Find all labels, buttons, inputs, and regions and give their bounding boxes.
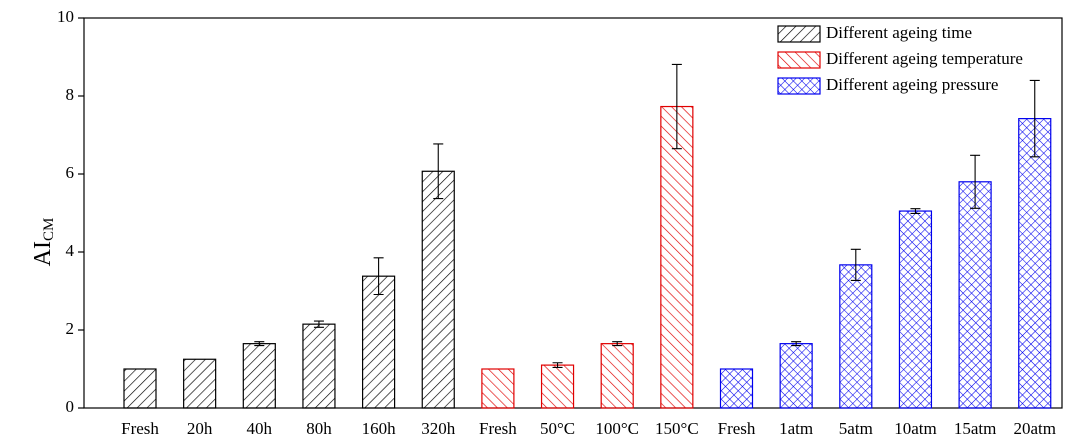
x-tick-label: 100°C <box>595 419 639 438</box>
bar <box>898 210 933 409</box>
y-tick-label: 6 <box>66 163 75 182</box>
x-tick-label: 5atm <box>839 419 873 438</box>
legend-label: Different ageing pressure <box>826 75 998 94</box>
bar <box>958 181 992 409</box>
x-tick-label: 160h <box>362 419 397 438</box>
bar <box>779 343 813 409</box>
error-bar <box>1029 79 1040 158</box>
error-bar <box>970 154 981 209</box>
x-tick-label: 20h <box>187 419 213 438</box>
bar <box>1018 118 1052 409</box>
bar <box>302 323 336 409</box>
bar <box>123 368 157 409</box>
x-tick-label: 15atm <box>954 419 997 438</box>
error-bar <box>671 63 682 150</box>
y-tick-label: 2 <box>66 319 75 338</box>
bar <box>481 368 515 409</box>
y-tick-label: 0 <box>66 397 75 416</box>
x-tick-label: 40h <box>247 419 273 438</box>
y-label-sub: CM <box>41 218 57 241</box>
bar <box>242 343 276 409</box>
legend-swatch <box>777 25 821 43</box>
bar <box>839 264 873 409</box>
y-tick-label: 4 <box>66 241 75 260</box>
error-bar <box>850 248 861 282</box>
y-label-main: AI <box>30 241 56 266</box>
legend-swatch <box>777 77 821 95</box>
x-tick-label: 50°C <box>540 419 575 438</box>
legend-swatch <box>777 51 821 69</box>
x-tick-label: 20atm <box>1014 419 1057 438</box>
x-tick-label: Fresh <box>479 419 517 438</box>
bar <box>362 275 396 409</box>
bar <box>719 368 754 409</box>
bar <box>660 105 694 409</box>
x-tick-label: 320h <box>421 419 456 438</box>
error-bar <box>373 257 384 296</box>
y-tick-label: 8 <box>66 85 75 104</box>
error-bar <box>552 362 563 368</box>
bar <box>600 343 634 409</box>
error-bar <box>791 341 802 347</box>
error-bar <box>910 208 921 214</box>
y-tick-label: 10 <box>57 7 74 26</box>
y-axis-label: AICM <box>30 218 58 267</box>
legend-label: Different ageing temperature <box>826 49 1023 68</box>
bar <box>421 170 455 409</box>
error-bar <box>313 320 324 328</box>
error-bar <box>254 341 265 347</box>
error-bar <box>433 143 444 200</box>
error-bar <box>612 341 623 347</box>
x-tick-label: Fresh <box>718 419 756 438</box>
bar <box>183 358 217 409</box>
x-tick-label: Fresh <box>121 419 159 438</box>
x-tick-label: 1atm <box>779 419 813 438</box>
bar <box>540 364 575 409</box>
legend-label: Different ageing time <box>826 23 972 42</box>
x-tick-label: 80h <box>306 419 332 438</box>
x-tick-label: 150°C <box>655 419 699 438</box>
x-tick-label: 10atm <box>894 419 937 438</box>
